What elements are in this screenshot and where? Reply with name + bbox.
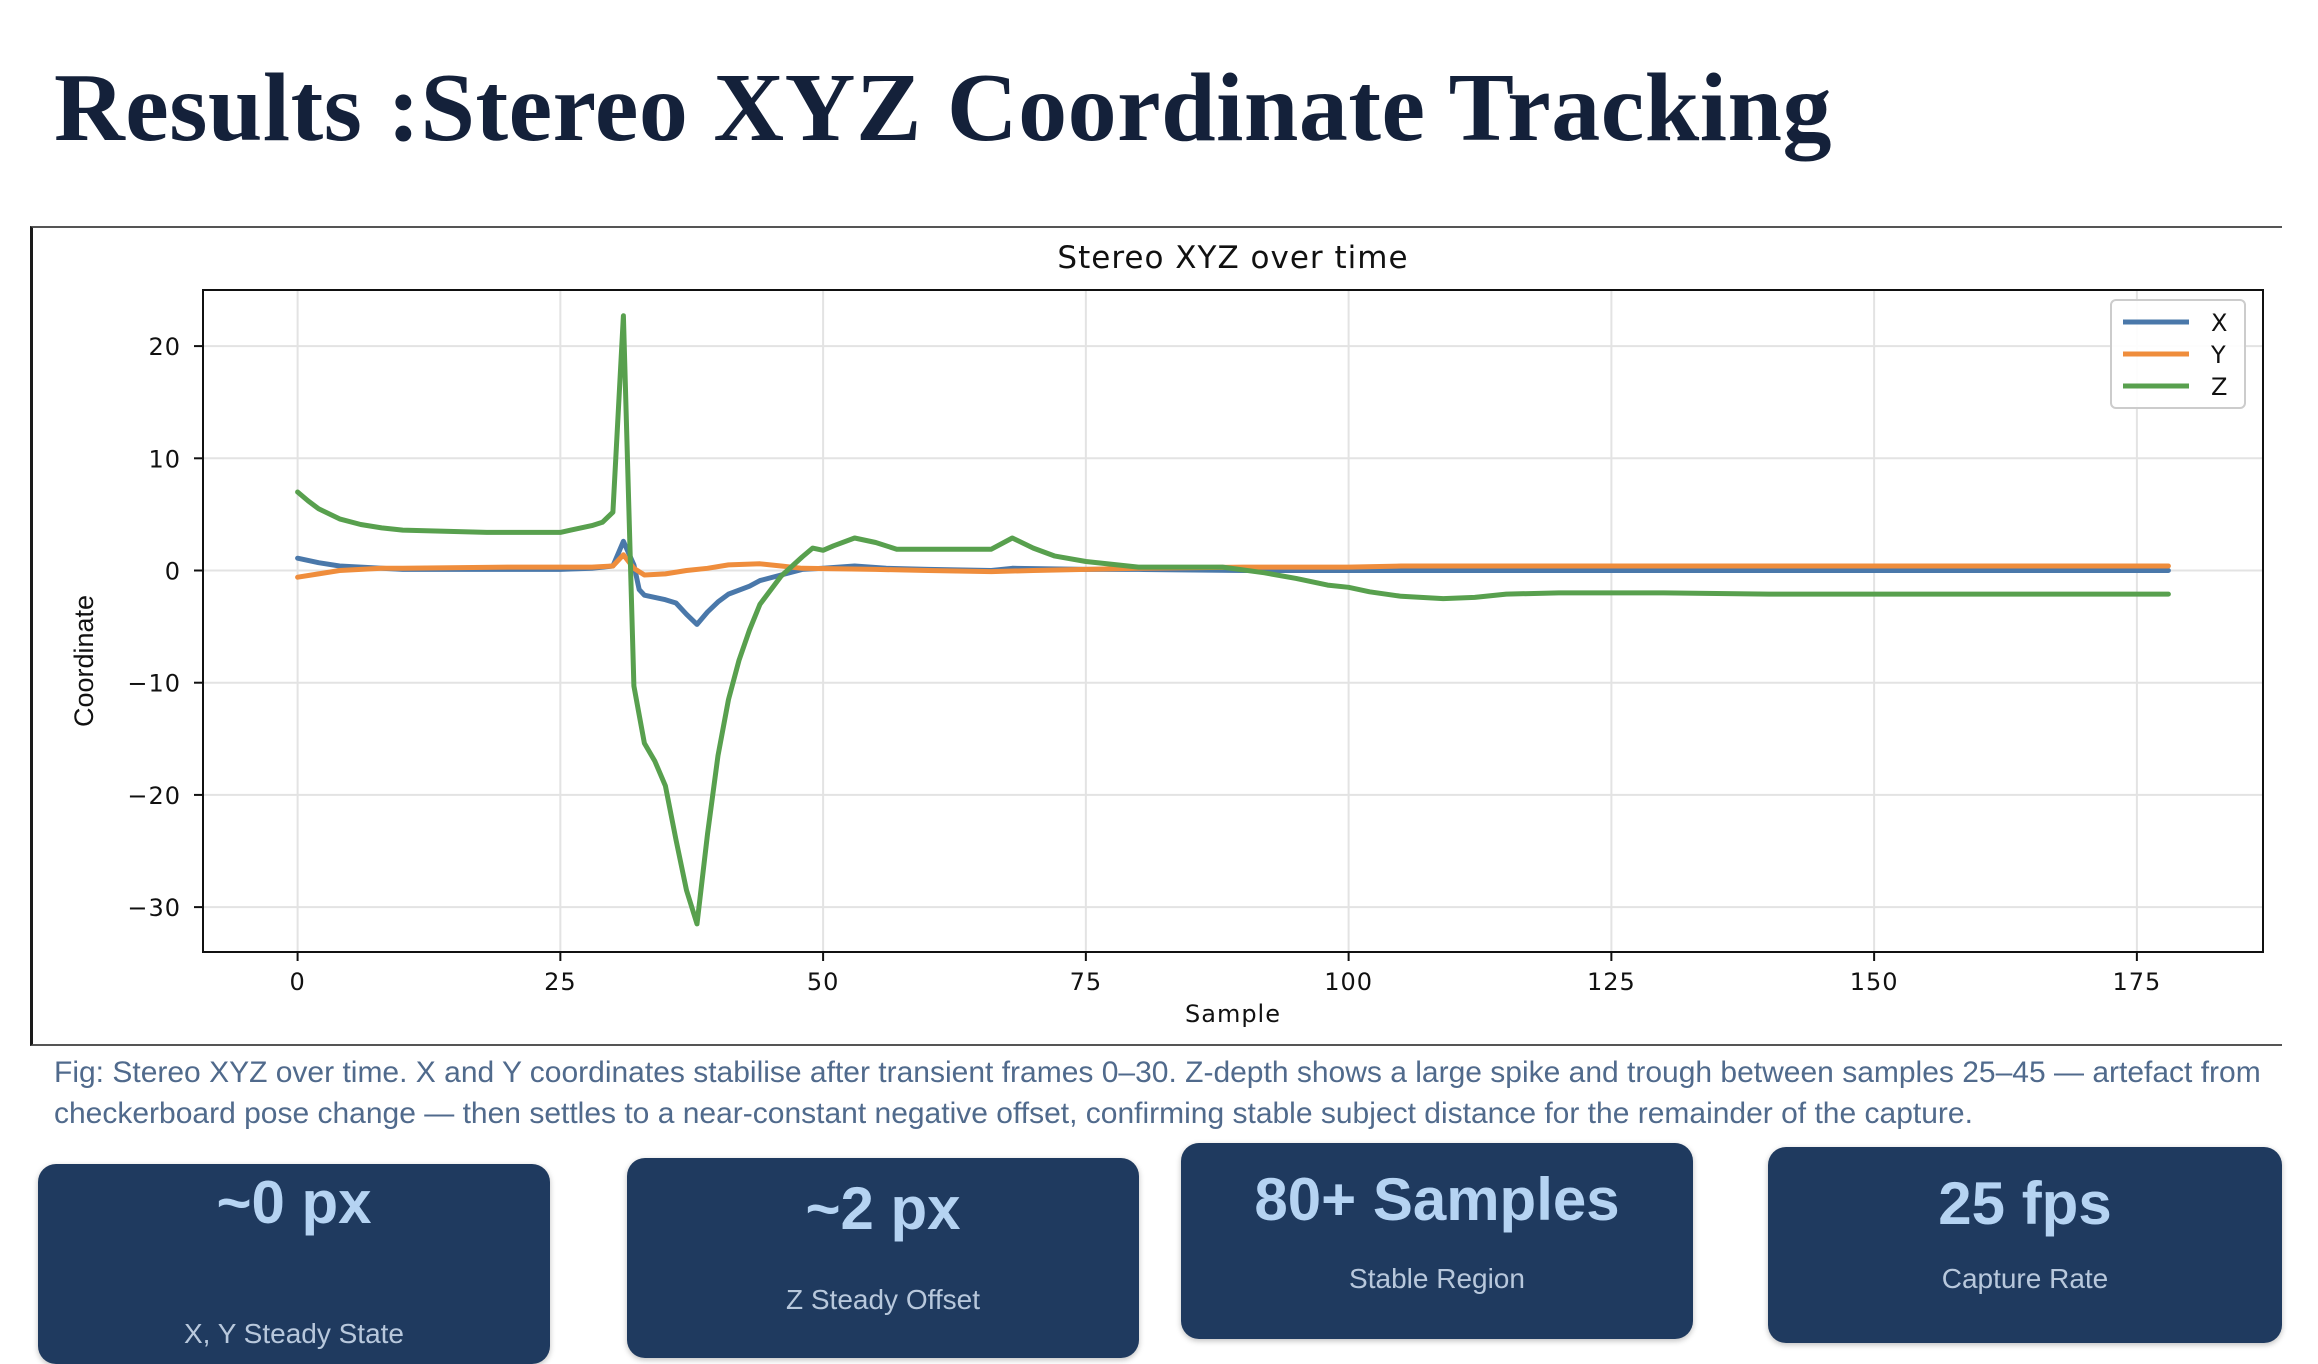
legend-label: Z [2211,373,2227,401]
figure-caption: Fig: Stereo XYZ over time. X and Y coord… [54,1056,2261,1130]
legend-label: Y [2210,341,2226,369]
x-tick-label: 50 [807,968,840,996]
y-tick-label: −10 [127,670,181,698]
y-tick-label: 0 [165,558,181,586]
stat-card-label: Z Steady Offset [785,1284,981,1315]
series-line-x [295,538,2171,627]
y-tick-label: −30 [127,894,181,922]
x-tick-label: 75 [1070,968,1103,996]
x-tick-label: 125 [1587,968,1636,996]
chart-series-group [295,313,2171,927]
x-axis-label: Sample [1185,1000,1281,1028]
x-tick-label: 175 [2112,968,2161,996]
x-tick-label: 150 [1850,968,1899,996]
stat-card-samples: 80+ Samples Stable Region [1181,1143,1693,1339]
chart-legend: XYZ [2110,299,2246,409]
slide-title: Results :Stereo XYZ Coordinate Tracking [54,54,1832,162]
stat-card-value: 25 fps [1938,1170,2112,1237]
y-axis-label: Coordinate [69,595,99,727]
chart-frame: 0 25 50 75 100 125 150 175 20 10 0 −10 −20 −30 Stereo… [30,226,2282,1046]
plot-area-border [202,289,2264,953]
stat-card-label: Stable Region [1349,1263,1525,1294]
stat-card-value: ~0 px [216,1169,372,1236]
stat-card-value: 80+ Samples [1254,1166,1620,1233]
stat-card-xy: ~0 px X, Y Steady State [38,1164,550,1364]
y-tick-label: 10 [148,445,181,473]
y-tick-label: 20 [148,333,181,361]
chart-title: Stereo XYZ over time [1057,240,1408,276]
x-tick-label: 100 [1324,968,1373,996]
series-line-z [295,313,2171,927]
stat-card-label: Capture Rate [1941,1263,2109,1294]
stat-card-fps: 25 fps Capture Rate [1768,1147,2282,1343]
stat-card-label: X, Y Steady State [183,1318,404,1349]
x-tick-label: 0 [289,968,305,996]
y-tick-label: −20 [127,782,181,810]
chart-grid [203,290,2263,952]
stat-card-z: ~2 px Z Steady Offset [627,1158,1139,1358]
x-tick-label: 25 [544,968,577,996]
stat-card-value: ~2 px [805,1175,961,1242]
series-line-y [295,552,2171,580]
legend-label: X [2211,309,2227,337]
